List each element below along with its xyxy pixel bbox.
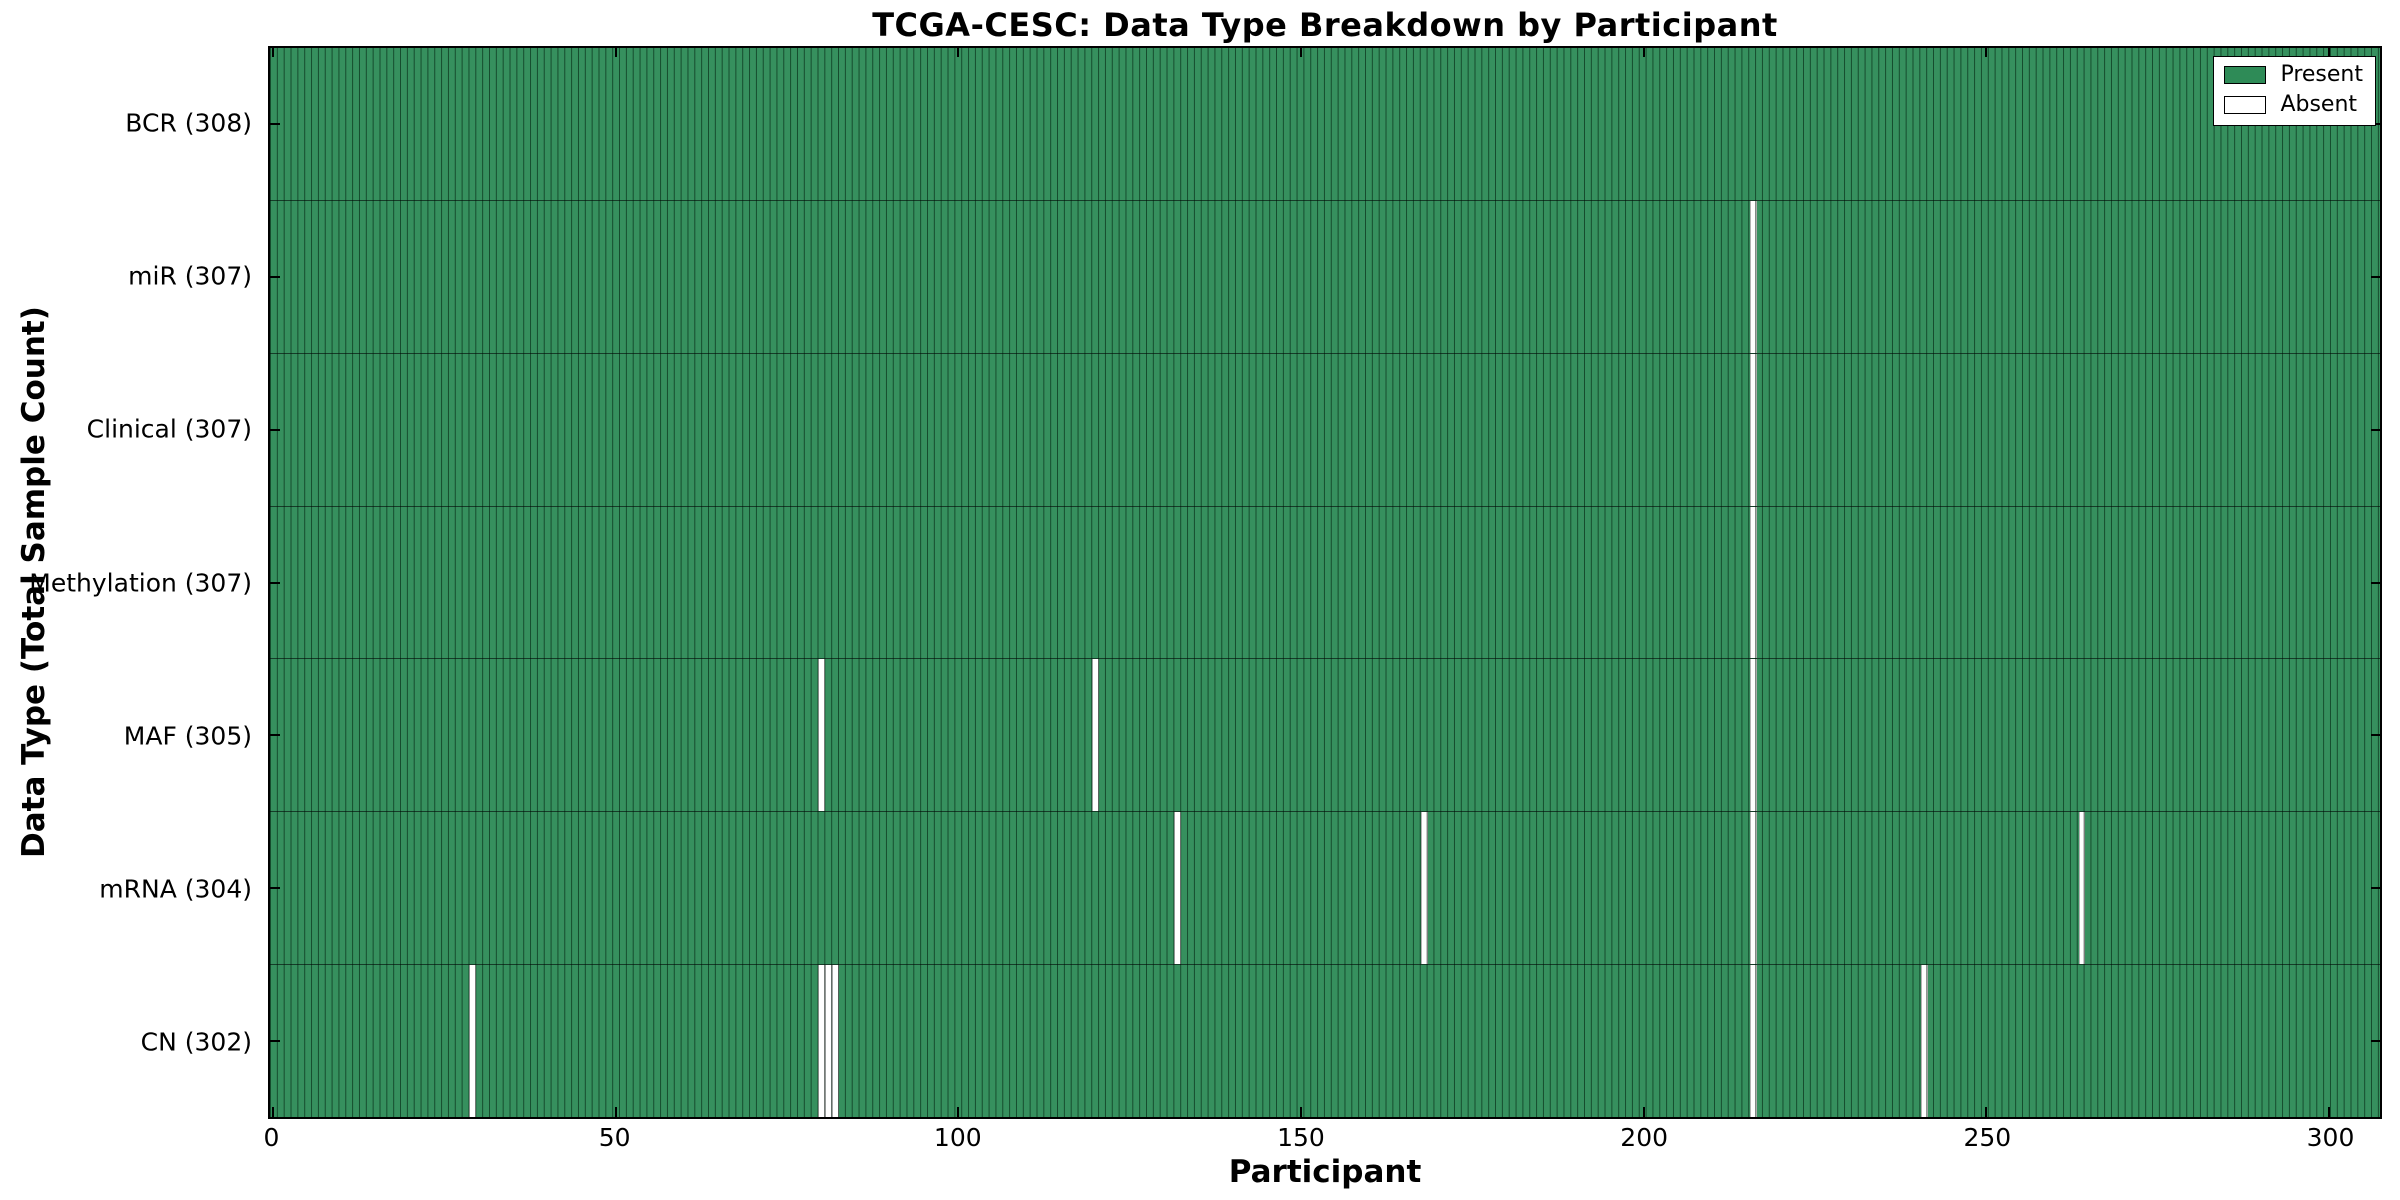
x-axis-label: Participant <box>1228 1154 1422 1190</box>
y-tick-label-cn: CN (302) <box>140 1027 252 1057</box>
absent-stripe-mrna-168 <box>1420 812 1428 965</box>
y-tick-mark <box>270 276 280 279</box>
row-maf <box>270 658 2380 812</box>
x-tick-mark-top <box>1300 48 1303 57</box>
x-tick-mark <box>2327 1107 2330 1117</box>
y-tick-label-methylation: Methylation (307) <box>29 568 252 597</box>
absent-stripe-maf-120 <box>1092 659 1099 812</box>
absent-stripe-clinical-216 <box>1749 353 1757 506</box>
absent-stripe-mrna-216 <box>1749 812 1757 965</box>
legend: Present Absent <box>2213 56 2376 126</box>
y-tick-label-mir: miR (307) <box>128 261 252 291</box>
legend-item-absent: Absent <box>2224 94 2363 116</box>
y-tick-mark-right <box>2371 276 2380 279</box>
x-tick-mark <box>957 1107 960 1117</box>
y-tick-label-bcr: BCR (308) <box>125 108 252 138</box>
x-tick-mark-top <box>2327 48 2330 57</box>
row-cn <box>270 964 2380 1118</box>
y-tick-mark <box>270 886 280 889</box>
absent-stripe-maf-216 <box>1749 659 1757 812</box>
y-tick-label-maf: MAF (305) <box>123 721 252 751</box>
absent-stripe-cn-216 <box>1749 965 1757 1118</box>
absent-stripe-mrna-132 <box>1174 812 1182 965</box>
absent-stripe-mrna-264 <box>2078 812 2086 965</box>
row-bcr <box>270 48 2380 200</box>
row-mir <box>270 199 2380 353</box>
x-tick-mark <box>1300 1107 1303 1117</box>
y-tick-mark-right <box>2371 428 2380 431</box>
row-methylation <box>270 505 2380 659</box>
y-tick-mark <box>270 123 280 126</box>
absent-stripe-cn-82 <box>831 965 839 1118</box>
x-tick-labels: 0 50 100 150 200 250 300 <box>263 1123 2382 1157</box>
chart-title: TCGA-CESC: Data Type Breakdown by Partic… <box>872 6 1778 44</box>
x-tick-mark-top <box>1985 48 1988 57</box>
x-tick-label-50: 50 <box>598 1123 631 1152</box>
y-tick-mark-right <box>2371 581 2380 584</box>
y-tick-label-clinical: Clinical (307) <box>86 414 252 444</box>
plot-area: Present Absent <box>268 46 2382 1119</box>
y-tick-mark <box>270 428 280 431</box>
absent-stripe-cn-81 <box>824 965 832 1118</box>
y-tick-label-mrna: mRNA (304) <box>99 874 252 904</box>
legend-swatch-present <box>2224 66 2267 84</box>
x-tick-mark-top <box>272 48 275 57</box>
y-tick-mark <box>270 1039 280 1042</box>
x-tick-label-250: 250 <box>1963 1123 2012 1152</box>
y-tick-mark-right <box>2371 1039 2380 1042</box>
x-tick-label-0: 0 <box>263 1123 280 1152</box>
absent-stripe-cn-241 <box>1921 965 1928 1118</box>
x-tick-mark-top <box>614 48 617 57</box>
absent-stripe-cn-29 <box>468 965 476 1118</box>
absent-stripe-maf-80 <box>818 659 825 812</box>
legend-swatch-absent <box>2224 96 2267 114</box>
y-tick-mark-right <box>2371 734 2380 737</box>
row-mrna <box>270 811 2380 965</box>
y-tick-mark-right <box>2371 886 2380 889</box>
x-tick-label-200: 200 <box>1620 1123 1669 1152</box>
x-tick-mark <box>614 1107 617 1117</box>
presence-matrix <box>270 48 2380 1118</box>
y-tick-labels: BCR (308) miR (307) Clinical (307) Methylat… <box>0 46 252 1119</box>
absent-stripe-mir-216 <box>1749 200 1757 353</box>
x-tick-label-100: 100 <box>933 1123 982 1152</box>
x-tick-label-150: 150 <box>1277 1123 1325 1152</box>
x-tick-label-300: 300 <box>2306 1123 2355 1152</box>
absent-stripe-cn-80 <box>818 965 825 1118</box>
x-tick-mark <box>1642 1107 1645 1117</box>
y-tick-mark <box>270 581 280 584</box>
y-tick-mark <box>270 734 280 737</box>
absent-stripe-methylation-216 <box>1749 506 1757 659</box>
x-tick-mark <box>272 1107 275 1117</box>
x-tick-mark-top <box>957 48 960 57</box>
row-clinical <box>270 352 2380 506</box>
x-tick-mark <box>1985 1107 1988 1117</box>
x-tick-mark-top <box>1642 48 1645 57</box>
legend-label-absent: Absent <box>2280 92 2358 117</box>
legend-label-present: Present <box>2280 62 2363 87</box>
legend-item-present: Present <box>2224 64 2363 86</box>
